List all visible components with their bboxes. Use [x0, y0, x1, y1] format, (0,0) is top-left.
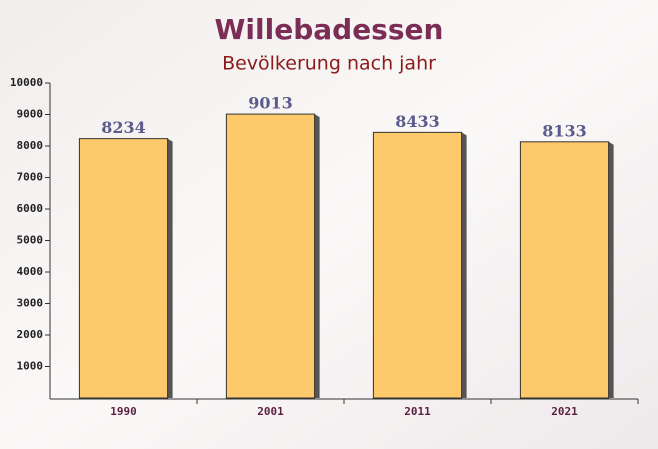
bar-shadow: [608, 141, 614, 399]
bar: [519, 141, 610, 399]
x-tick-label: 1990: [110, 405, 137, 418]
y-tick-label: 8000: [17, 139, 44, 152]
bar-shadow: [461, 132, 467, 398]
x-tick-label: 2001: [257, 405, 284, 418]
value-label: 9013: [248, 94, 293, 113]
bar: [78, 138, 169, 399]
bar-shadow: [167, 138, 173, 398]
y-tick-label: 3000: [17, 297, 44, 310]
value-label: 8133: [542, 121, 587, 140]
y-tick-label: 6000: [17, 202, 44, 215]
y-tick-label: 10000: [10, 76, 43, 89]
y-tick-label: 2000: [17, 328, 44, 341]
x-tick-label: 2021: [551, 405, 578, 418]
value-label: 8234: [101, 118, 146, 137]
chart-title: Willebadessen: [215, 13, 444, 46]
chart-subtitle: Bevölkerung nach jahr: [222, 53, 436, 75]
bar: [372, 131, 463, 399]
bar: [225, 113, 316, 399]
y-tick-label: 4000: [17, 265, 44, 278]
x-tick-label: 2011: [404, 405, 431, 418]
y-tick-label: 9000: [17, 108, 44, 121]
y-tick-label: 5000: [17, 234, 44, 247]
bar-shadow: [314, 114, 320, 398]
value-label: 8433: [395, 112, 440, 131]
y-tick-label: 1000: [17, 360, 44, 373]
y-tick-label: 7000: [17, 171, 44, 184]
